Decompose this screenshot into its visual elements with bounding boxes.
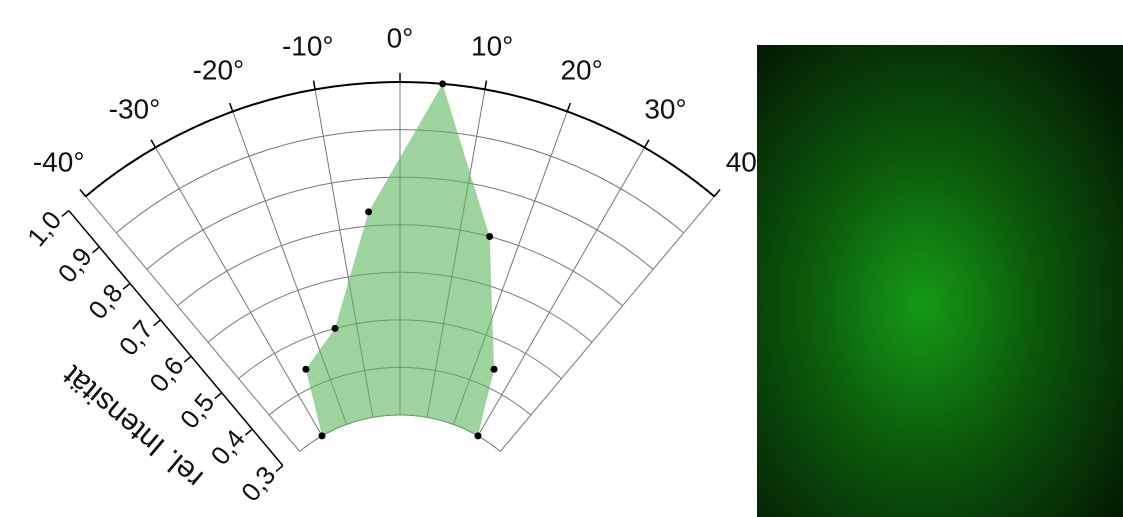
theta-tick-label: -30°: [109, 94, 161, 125]
r-tick-label: 0,5: [174, 387, 220, 434]
theta-tick: [80, 190, 86, 197]
r-tick: [154, 320, 161, 326]
theta-tick: [485, 81, 487, 90]
data-point: [439, 80, 446, 87]
r-tick: [123, 283, 130, 289]
r-tick: [276, 466, 283, 472]
r-tick-label: 0,8: [82, 278, 128, 325]
data-point: [365, 208, 372, 215]
beam-photo: [757, 45, 1123, 517]
data-point: [331, 325, 338, 332]
theta-tick-label: 30°: [644, 94, 686, 125]
theta-tick: [230, 103, 233, 111]
r-tick: [215, 393, 222, 399]
r-tick: [184, 356, 191, 362]
theta-tick: [645, 140, 650, 148]
r-tick: [93, 247, 100, 253]
r-tick-label: 0,4: [205, 424, 251, 471]
grid-spoke: [500, 196, 714, 451]
theta-tick: [567, 103, 570, 111]
data-point: [491, 366, 498, 373]
data-point: [319, 432, 326, 439]
chart: -40°-30°-20°-10°0°10°20°30°401,00,90,80,…: [0, 0, 1123, 517]
theta-tick-label: 10°: [471, 30, 513, 61]
r-tick: [245, 429, 252, 435]
theta-tick: [714, 190, 720, 197]
theta-tick-label: 0°: [387, 22, 414, 53]
theta-tick-label: 20°: [560, 54, 602, 85]
r-tick-label: 0,3: [235, 460, 281, 507]
r-tick: [62, 211, 69, 217]
r-tick-label: 0,7: [113, 314, 159, 361]
r-tick-label: 1,0: [21, 205, 67, 252]
data-point: [475, 432, 482, 439]
polar-plot: -40°-30°-20°-10°0°10°20°30°401,00,90,80,…: [21, 22, 757, 507]
theta-tick-label: -40°: [33, 147, 85, 178]
data-point: [486, 233, 493, 240]
r-tick-label: 0,9: [52, 241, 98, 288]
theta-tick: [151, 140, 156, 148]
theta-tick-label: -20°: [193, 54, 245, 85]
theta-tick-label: 40: [726, 147, 757, 178]
r-tick-label: 0,6: [143, 351, 189, 398]
theta-tick-label: -10°: [282, 30, 334, 61]
r-axis: [69, 211, 283, 466]
data-point: [302, 366, 309, 373]
theta-tick: [314, 81, 316, 90]
